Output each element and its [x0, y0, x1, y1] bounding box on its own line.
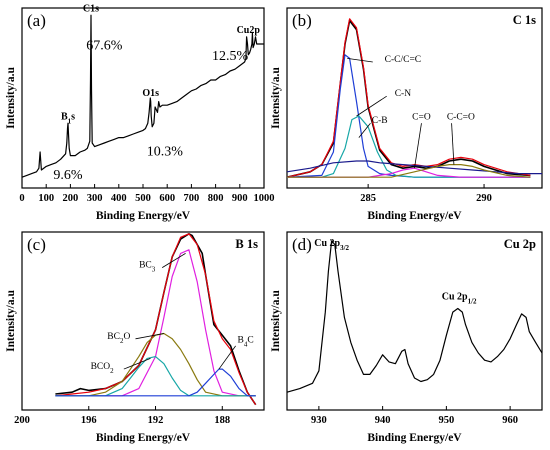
x-tick-label: 285	[360, 193, 376, 204]
annotation-label: BCO2	[91, 362, 115, 375]
annotation-label: B4C	[238, 335, 254, 348]
plot-frame	[286, 231, 543, 411]
series-line-1	[55, 233, 257, 406]
annotation-label: BC3	[139, 261, 156, 274]
x-tick-label: 290	[476, 193, 492, 204]
annotation-label: 12.5%	[212, 49, 249, 64]
annotation-label: C1s	[83, 4, 99, 15]
leader-line	[135, 333, 164, 340]
panel-label: (c)	[27, 235, 46, 254]
annotation-label: 9.6%	[53, 168, 83, 183]
series-line-0	[21, 14, 264, 178]
x-tick-label: 900	[232, 193, 248, 204]
leader-line	[123, 358, 151, 370]
annotation-label: C-C/C=C	[385, 55, 422, 65]
annotation-label: Cu 2p3/2	[314, 238, 349, 252]
series-line-0	[55, 233, 257, 406]
annotation-label: B1s	[61, 112, 75, 126]
annotation-label: BC2O	[107, 332, 130, 345]
series-line-6	[287, 164, 531, 178]
series-line-0	[286, 240, 543, 393]
annotation-label: C-N	[395, 89, 412, 99]
x-tick-label: 0	[19, 193, 24, 204]
annotation-label: 67.6%	[86, 38, 123, 53]
y-axis-title: Intensity/a.u	[270, 67, 282, 129]
y-axis-title: Intensity/a.u	[5, 290, 17, 352]
panel-c-b1s: 200 196 192 188 Binding Energy/eV Intensity/a…	[5, 231, 265, 444]
leader-line	[414, 123, 422, 169]
panel-title: C 1s	[513, 13, 536, 27]
x-axis-title: Binding Energy/eV	[96, 210, 191, 222]
leader-line	[161, 253, 186, 268]
panel-title: Cu 2p	[504, 237, 536, 251]
y-axis-title: Intensity/a.u	[5, 67, 17, 129]
series-line-2	[88, 249, 256, 397]
x-tick-label: 500	[135, 193, 151, 204]
series-line-1	[286, 18, 531, 178]
x-tick-label: 196	[81, 415, 97, 426]
x-tick-label: 940	[375, 415, 391, 426]
x-tick-label: 100	[38, 193, 54, 204]
x-tick-label: 400	[111, 193, 127, 204]
leader-line	[347, 58, 373, 63]
x-tick-label: 200	[63, 193, 79, 204]
x-tick-label: 600	[159, 193, 175, 204]
series-line-4	[286, 160, 542, 175]
panel-a-survey: 0 100 200 300 400 500 600 700 800 900 1000 Binding …	[5, 4, 275, 222]
x-tick-label: 930	[311, 415, 327, 426]
annotation-label: C-B	[372, 116, 388, 126]
x-tick-label: 188	[214, 415, 230, 426]
annotation-label: C-C=O	[447, 113, 475, 123]
series-line-3	[55, 332, 256, 397]
leader-line	[218, 345, 236, 370]
x-tick-label: 300	[87, 193, 103, 204]
annotation-label: O1s	[142, 88, 159, 99]
series-line-5	[55, 368, 256, 397]
y-axis-title: Intensity/a.u	[270, 290, 282, 352]
x-tick-label: 700	[184, 193, 200, 204]
leader-line	[358, 122, 371, 138]
x-tick-label: 200	[14, 415, 30, 426]
x-tick-label: 960	[502, 415, 518, 426]
panel-d-cu2p: 930 940 950 960 Binding Energy/eV Intensity/a…	[270, 231, 543, 444]
leader-line	[451, 123, 455, 165]
x-tick-label: 1000	[254, 193, 275, 204]
x-axis-title: Binding Energy/eV	[367, 432, 462, 444]
leader-line	[356, 95, 387, 117]
plot-frame	[21, 231, 265, 411]
annotation-label: Cu2p	[237, 25, 261, 36]
panel-title: B 1s	[235, 237, 258, 251]
x-axis-title: Binding Energy/eV	[367, 210, 462, 222]
annotation-label: C=O	[412, 113, 431, 123]
panel-label: (d)	[292, 235, 312, 254]
x-tick-label: 800	[208, 193, 224, 204]
plot-frame	[286, 7, 543, 189]
panel-label: (a)	[27, 11, 46, 30]
x-tick-label: 192	[148, 415, 164, 426]
annotation-label: Cu 2p1/2	[442, 292, 477, 306]
panel-label: (b)	[292, 11, 312, 30]
x-tick-label: 950	[439, 415, 455, 426]
x-axis-title: Binding Energy/eV	[96, 432, 191, 444]
annotation-label: 10.3%	[147, 145, 184, 160]
series-line-2	[286, 54, 531, 178]
panel-b-c1s: 285 290 Binding Energy/eV Intensity/a.u (b) C…	[270, 7, 543, 222]
